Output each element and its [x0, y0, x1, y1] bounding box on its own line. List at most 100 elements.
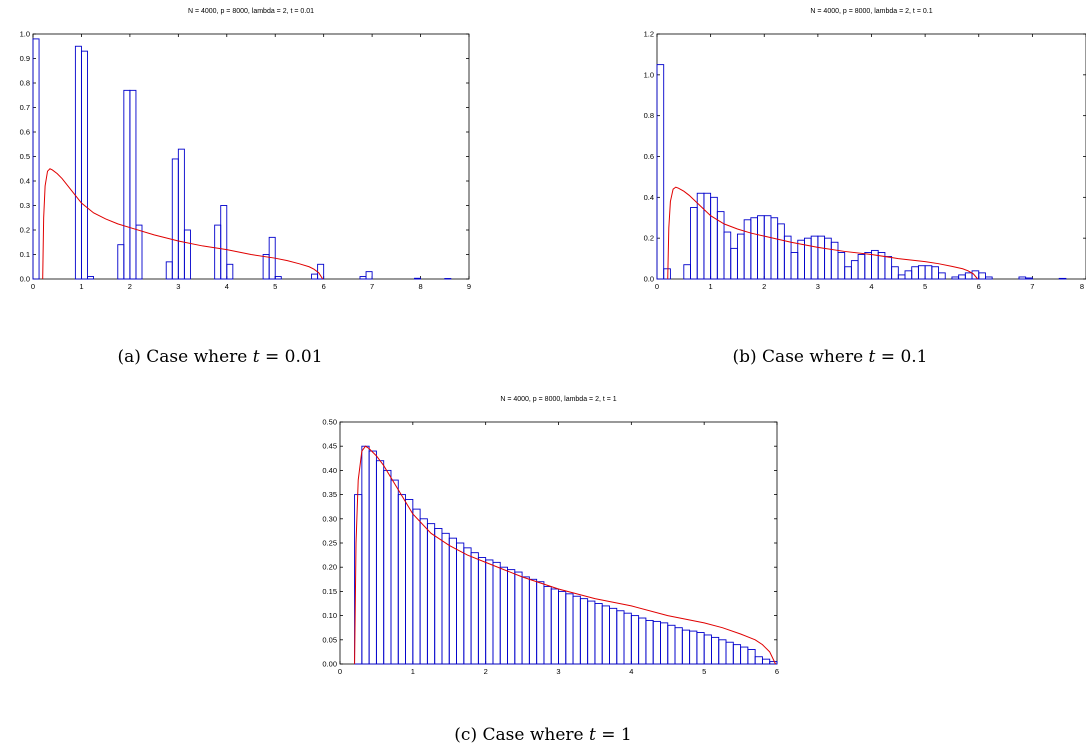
histogram-bar	[667, 624, 676, 665]
histogram-bar	[864, 252, 872, 280]
y-tick-label: 0.8	[20, 79, 30, 88]
histogram-bar	[830, 241, 839, 280]
histogram-bar	[74, 45, 82, 280]
histogram-bar	[448, 537, 457, 665]
x-tick-label: 9	[467, 282, 471, 291]
histogram-bar	[183, 229, 191, 280]
histogram-bar	[971, 270, 980, 280]
x-tick-label: 0	[655, 282, 659, 291]
histogram-bar	[587, 600, 596, 665]
histogram-bar	[844, 266, 852, 280]
histogram-bar	[725, 641, 734, 665]
x-tick-label: 4	[869, 282, 873, 291]
histogram-bar	[536, 581, 545, 665]
histogram-bar	[931, 266, 939, 280]
histogram-bar	[810, 235, 819, 280]
y-tick-label: 0.6	[644, 152, 654, 161]
y-tick-label: 0.2	[20, 226, 30, 235]
x-tick-label: 3	[556, 667, 560, 676]
histogram-bar	[703, 192, 712, 280]
histogram-bar	[757, 215, 765, 280]
density-curve	[42, 168, 324, 280]
histogram-bar	[311, 273, 319, 280]
panel-a: N = 4000, p = 8000, lambda = 2, t = 0.01…	[20, 8, 472, 367]
histogram-bar	[884, 256, 893, 280]
plot-frame	[656, 33, 1086, 280]
histogram-bar	[499, 566, 508, 665]
histogram-bar	[817, 235, 826, 280]
histogram-bar	[1058, 277, 1067, 280]
x-tick-label: 4	[629, 667, 633, 676]
x-tick-label: 3	[176, 282, 180, 291]
y-tick-label: 0.45	[322, 442, 337, 451]
histogram-bar	[359, 276, 367, 280]
histogram-bar	[797, 239, 805, 280]
histogram-bar	[434, 528, 443, 665]
histogram-bar	[419, 518, 428, 665]
histogram-bar	[383, 469, 392, 665]
x-tick-label: 4	[225, 282, 229, 291]
y-tick-label: 0.30	[322, 514, 337, 523]
histogram-bar	[824, 237, 832, 280]
y-tick-label: 0.05	[322, 635, 337, 644]
histogram-bar	[558, 590, 567, 665]
histogram-bar	[87, 276, 95, 280]
y-tick-label: 0.2	[644, 234, 654, 243]
histogram-bar	[656, 64, 665, 280]
x-tick-label: 3	[816, 282, 820, 291]
histogram-bar	[696, 632, 705, 665]
histogram-bar	[262, 254, 270, 280]
x-tick-label: 6	[977, 282, 981, 291]
histogram-bar	[514, 571, 523, 665]
x-tick-label: 5	[702, 667, 706, 676]
histogram-bar	[485, 559, 494, 665]
y-tick-label: 0.9	[20, 54, 30, 63]
histogram-bar	[732, 644, 742, 665]
caption-variable: t	[589, 725, 596, 745]
histogram-bar	[414, 277, 422, 280]
y-tick-label: 0.3	[20, 201, 30, 210]
histogram-bar	[850, 260, 859, 280]
y-tick-label: 0.0	[20, 275, 30, 284]
histogram-bar	[165, 261, 173, 280]
x-tick-label: 0	[31, 282, 35, 291]
histogram-bar	[123, 89, 131, 280]
caption-variable: t	[253, 347, 260, 367]
histogram-bar	[623, 612, 632, 665]
histogram-bar	[743, 219, 752, 280]
figure-caption: (c) Case where t = 1	[454, 725, 631, 745]
histogram-bar	[594, 603, 603, 665]
x-tick-label: 5	[273, 282, 277, 291]
x-tick-label: 7	[1030, 282, 1034, 291]
histogram-bar	[456, 542, 465, 665]
histogram-bar	[317, 263, 325, 280]
histogram-bar	[683, 264, 691, 280]
histogram-bar	[405, 498, 414, 665]
histogram-bar	[857, 254, 866, 280]
x-tick-label: 7	[370, 282, 374, 291]
histogram-bar	[804, 237, 812, 280]
x-tick-label: 8	[418, 282, 422, 291]
panel-b: N = 4000, p = 8000, lambda = 2, t = 0.1 0…	[644, 8, 1086, 367]
histogram-bar	[1025, 277, 1033, 280]
y-tick-label: 1.0	[20, 30, 30, 39]
density-curve	[667, 186, 979, 280]
histogram-bar	[609, 607, 618, 665]
histogram-bar	[630, 615, 640, 665]
histogram-bar	[938, 272, 946, 280]
histogram-bar	[770, 217, 779, 280]
y-tick-label: 0.4	[20, 177, 30, 186]
caption-prefix: (c) Case where	[454, 725, 589, 745]
histogram-bar	[763, 215, 772, 280]
histogram-bar	[917, 265, 926, 280]
caption-value: = 0.1	[875, 347, 927, 367]
histogram-bar	[747, 649, 756, 665]
histogram-bar	[711, 636, 720, 665]
y-tick-label: 0.15	[322, 587, 337, 596]
y-tick-label: 0.7	[20, 103, 30, 112]
histogram-bar	[390, 479, 399, 665]
chart-title: N = 4000, p = 8000, lambda = 2, t = 0.01	[188, 8, 314, 15]
histogram-bar	[777, 223, 785, 280]
x-tick-label: 2	[484, 667, 488, 676]
